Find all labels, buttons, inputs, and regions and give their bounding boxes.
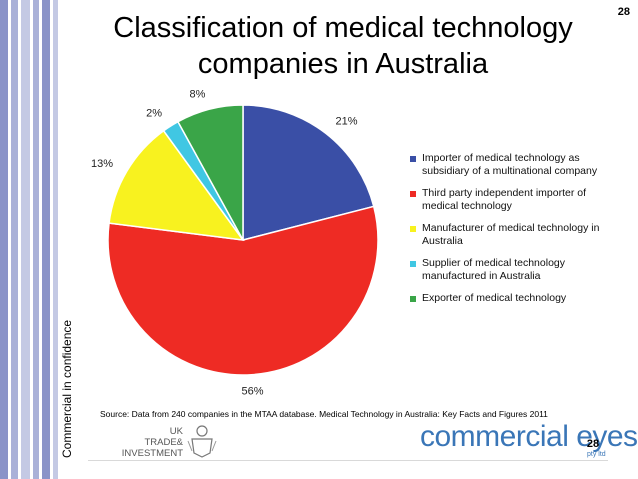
pie-slice	[242, 104, 375, 241]
legend-swatch	[410, 156, 416, 162]
slide-title: Classification of medical technology com…	[113, 12, 573, 80]
slice-label: 2%	[146, 108, 162, 120]
legend-item: Supplier of medical technology manufactu…	[410, 257, 610, 283]
stripe	[53, 0, 58, 479]
legend-label: Third party independent importer of medi…	[422, 187, 587, 212]
legend-swatch	[410, 226, 416, 232]
uk-trade-investment-logo: UK TRADE& INVESTMENT	[88, 425, 183, 463]
stripe	[21, 0, 30, 479]
brand-logo: commercial eyes	[420, 420, 638, 453]
legend-item: Importer of medical technology as subsid…	[410, 152, 610, 178]
legend-swatch	[410, 296, 416, 302]
uk-logo-line: INVESTMENT	[121, 448, 183, 459]
slice-label: 8%	[190, 89, 206, 101]
legend-item: Third party independent importer of medi…	[410, 187, 610, 213]
stripe	[42, 0, 50, 479]
slice-label: 56%	[241, 386, 263, 398]
legend-swatch	[410, 261, 416, 267]
slice-label: 21%	[336, 116, 358, 128]
royal-crest-icon	[187, 425, 217, 458]
uk-logo-line: UK	[169, 426, 183, 437]
footer-divider	[88, 460, 608, 461]
pie-slice	[107, 205, 379, 376]
uk-logo-line: TRADE&	[144, 437, 183, 448]
pie-slice	[108, 129, 245, 241]
chart-legend: Importer of medical technology as subsid…	[410, 152, 610, 314]
decorative-stripes	[0, 0, 62, 479]
legend-item: Manufacturer of medical technology in Au…	[410, 222, 610, 248]
pie-slice	[176, 104, 244, 241]
stripe	[11, 0, 18, 479]
legend-swatch	[410, 191, 416, 197]
stripe	[0, 0, 8, 479]
slice-label: 13%	[91, 158, 113, 170]
legend-label: Exporter of medical technology	[422, 292, 567, 304]
source-note: Source: Data from 240 companies in the M…	[100, 409, 548, 419]
brand-subtitle: pty ltd	[587, 451, 606, 458]
legend-label: Importer of medical technology as subsid…	[422, 152, 598, 177]
corner-page-number: 28	[617, 6, 630, 18]
legend-label: Supplier of medical technology manufactu…	[422, 257, 566, 282]
stripe	[33, 0, 39, 479]
legend-label: Manufacturer of medical technology in Au…	[422, 222, 600, 247]
legend-item: Exporter of medical technology	[410, 292, 610, 305]
footer-page-number: 28	[586, 438, 600, 450]
